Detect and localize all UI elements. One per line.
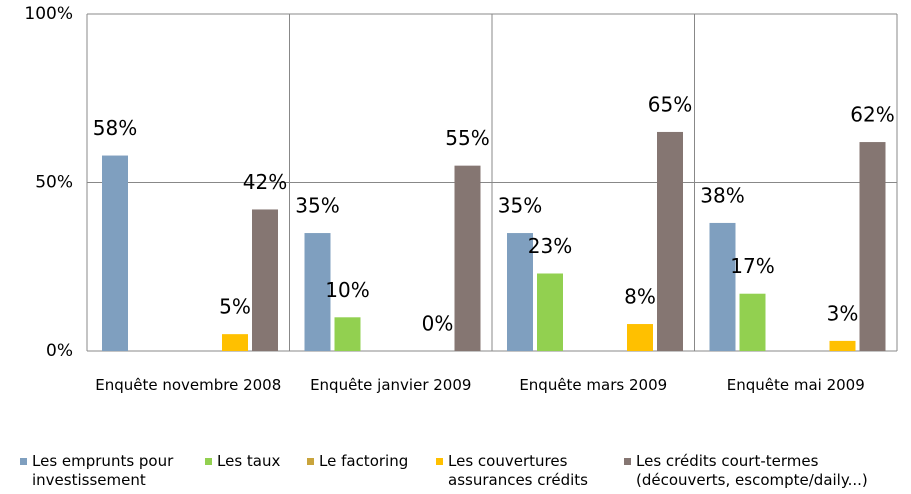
x-tick-label: Enquête novembre 2008 [95,376,282,394]
y-tick-label: 0% [46,341,73,361]
bar [252,209,278,351]
bar [507,233,533,351]
legend-swatch [20,458,27,465]
data-label: 3% [827,301,859,325]
bar [454,165,481,351]
data-label: 35% [498,194,542,218]
data-label: 35% [295,194,339,218]
data-label: 38% [700,183,744,207]
legend-label: Les emprunts pour investissement [32,452,174,489]
bar [304,233,331,351]
data-label: 65% [648,92,692,116]
data-label: 58% [93,116,137,140]
legend-swatch [205,458,212,465]
y-tick-label: 100% [24,4,73,24]
data-label: 17% [730,254,774,278]
bar [537,273,563,351]
bar [102,155,128,351]
data-label: 55% [445,126,489,150]
bar [334,317,361,351]
bar [657,131,683,351]
plot: 0% 50% 100% 58% 5% 42% 35% 10% 0% 55% 35% 23% 8% 65% 3… [24,4,898,361]
legend-label: Les crédits court-termes (découverts, es… [636,452,868,489]
bar [829,340,856,351]
bar [709,222,736,351]
x-tick-label: Enquête janvier 2009 [310,376,472,394]
bar [627,324,653,351]
data-label: 8% [624,285,656,309]
legend-swatch [307,458,314,465]
data-label: 0% [422,312,454,336]
bar [859,142,886,351]
legend-label: Les taux [217,452,281,470]
data-label: 42% [243,170,287,194]
legend-swatch [436,458,443,465]
data-label: 10% [325,278,369,302]
x-tick-label: Enquête mars 2009 [519,376,668,394]
legend-label: Les couvertures assurances crédits [448,452,588,489]
y-tick-label: 50% [35,173,73,193]
data-label: 5% [219,295,251,319]
legend-swatch [624,458,631,465]
data-label: 62% [850,103,894,127]
x-tick-label: Enquête mai 2009 [726,376,865,394]
bar [222,334,248,351]
legend-label: Le factoring [319,452,409,470]
data-label: 23% [528,234,572,258]
bar [739,293,766,351]
